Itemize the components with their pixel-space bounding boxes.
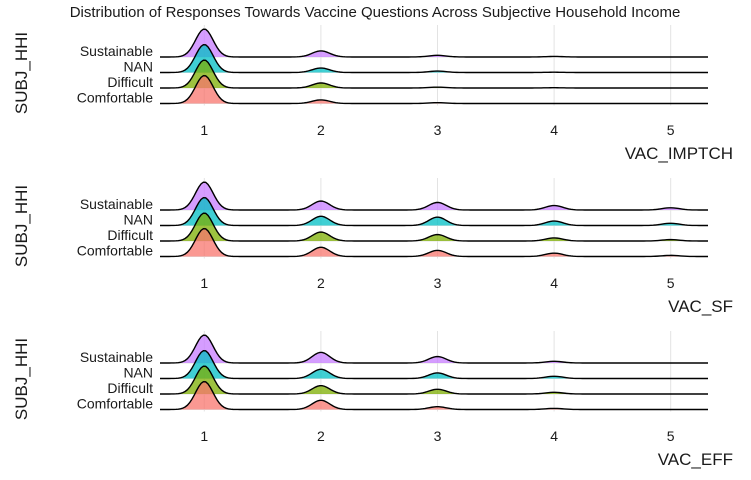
x-tick-label: 5	[667, 122, 675, 138]
ridge-outline	[160, 212, 708, 242]
ridge-fill	[160, 29, 708, 57]
ridge-fill	[160, 182, 708, 210]
x-tick-label: 4	[550, 428, 558, 444]
ridge-comfortable	[160, 74, 708, 105]
y-axis-label: SUBJ_HHI	[12, 185, 31, 267]
y-tick-label: Difficult	[107, 74, 153, 90]
ridge-fill	[160, 75, 708, 104]
x-tick-label: 5	[667, 428, 675, 444]
ridge-fill	[160, 44, 708, 73]
ridge-sustainable	[160, 181, 708, 211]
ridge-outline	[160, 227, 708, 258]
chart-title: Distribution of Responses Towards Vaccin…	[70, 4, 681, 21]
ridge-comfortable	[160, 227, 708, 258]
x-tick-label: 4	[550, 122, 558, 138]
x-tick-label: 1	[200, 428, 208, 444]
ridge-sustainable	[160, 28, 708, 58]
x-tick-label: 2	[317, 428, 325, 444]
y-tick-label: Difficult	[107, 227, 153, 243]
x-axis-label: VAC_EFF	[658, 450, 733, 469]
ridge-comfortable	[160, 380, 708, 411]
ridge-fill	[160, 335, 708, 363]
y-axis-label: SUBJ_HHI	[12, 338, 31, 420]
y-tick-label: Sustainable	[80, 43, 153, 59]
y-tick-label: Comfortable	[77, 396, 153, 412]
y-tick-label: Comfortable	[77, 90, 153, 106]
y-tick-label: Comfortable	[77, 243, 153, 259]
x-axis-label: VAC_SF	[668, 297, 733, 316]
y-tick-label: Sustainable	[80, 349, 153, 365]
ridge-outline	[160, 28, 708, 58]
y-tick-label: NAN	[123, 212, 153, 228]
ridge-outline	[160, 349, 708, 380]
x-axis-label: VAC_IMPTCH	[625, 144, 733, 163]
x-tick-label: 4	[550, 275, 558, 291]
ridge-outline	[160, 380, 708, 411]
ridge-fill	[160, 381, 708, 410]
x-tick-label: 2	[317, 122, 325, 138]
y-tick-label: NAN	[123, 365, 153, 381]
ridge-sustainable	[160, 334, 708, 364]
ridge-outline	[160, 59, 708, 89]
y-axis-label: SUBJ_HHI	[12, 32, 31, 114]
ridge-outline	[160, 334, 708, 364]
ridge-nan	[160, 196, 708, 227]
ridge-difficult	[160, 59, 708, 89]
ridge-difficult	[160, 365, 708, 395]
x-tick-label: 1	[200, 122, 208, 138]
ridge-fill	[160, 60, 708, 88]
ridge-fill	[160, 197, 708, 226]
ridge-nan	[160, 349, 708, 380]
y-tick-label: NAN	[123, 59, 153, 75]
ridge-nan	[160, 43, 708, 74]
ridge-outline	[160, 74, 708, 105]
ridge-outline	[160, 196, 708, 227]
ridge-difficult	[160, 212, 708, 242]
x-tick-label: 3	[434, 122, 442, 138]
y-tick-label: Sustainable	[80, 196, 153, 212]
x-tick-label: 5	[667, 275, 675, 291]
ridge-outline	[160, 181, 708, 211]
x-tick-label: 3	[434, 428, 442, 444]
ridge-outline	[160, 43, 708, 74]
y-tick-label: Difficult	[107, 380, 153, 396]
ridge-fill	[160, 366, 708, 394]
x-tick-label: 3	[434, 275, 442, 291]
ridge-outline	[160, 365, 708, 395]
ridge-fill	[160, 350, 708, 379]
x-tick-label: 2	[317, 275, 325, 291]
ridge-fill	[160, 228, 708, 257]
x-tick-label: 1	[200, 275, 208, 291]
